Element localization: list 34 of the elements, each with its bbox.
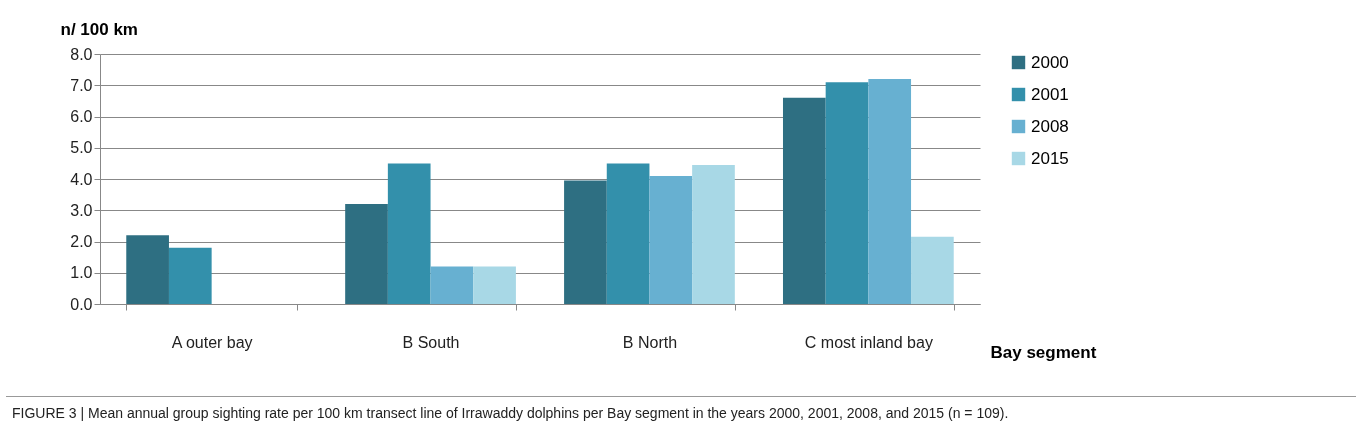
bar xyxy=(868,79,912,304)
y-tick-label: 4.0 xyxy=(70,170,93,188)
bar xyxy=(649,175,693,304)
bar xyxy=(692,164,735,304)
bar xyxy=(387,163,431,304)
bar xyxy=(606,163,650,304)
legend-label: 2015 xyxy=(1031,148,1069,168)
y-tick-label: 7.0 xyxy=(70,76,93,94)
legend-label: 2008 xyxy=(1031,116,1069,136)
bar xyxy=(126,235,169,304)
y-tick-label: 8.0 xyxy=(70,45,93,63)
caption: FIGURE 3 | Mean annual group sighting rate per 100 km transect line of Irrawaddy dolphins per Bay segment in the years 2000, 2001, 2008, and 2015 (n = 109). xyxy=(12,405,1010,421)
y-tick-label: 5.0 xyxy=(70,139,93,157)
bar xyxy=(168,247,212,304)
x-axis-title: Bay segment xyxy=(990,342,1097,362)
y-tick-label: 6.0 xyxy=(70,108,93,125)
y-tick-label: 3.0 xyxy=(70,201,93,219)
bar xyxy=(782,97,826,304)
x-tick-label: C most inland bay xyxy=(804,333,933,351)
y-tick-label: 0.0 xyxy=(70,295,93,313)
x-tick-label: B South xyxy=(402,333,460,351)
bar xyxy=(345,204,388,304)
x-tick-label: A outer bay xyxy=(171,333,253,351)
bar xyxy=(430,266,474,304)
legend-label: 2001 xyxy=(1031,84,1069,104)
bar xyxy=(911,236,954,304)
y-tick-label: 1.0 xyxy=(70,264,93,282)
y-axis-title: n/ 100 km xyxy=(60,19,138,39)
bar xyxy=(473,266,516,304)
x-tick-label: B North xyxy=(622,333,678,351)
bar xyxy=(825,82,869,304)
y-tick-label: 2.0 xyxy=(70,233,93,250)
legend-label: 2000 xyxy=(1031,52,1069,72)
bar xyxy=(564,180,607,304)
